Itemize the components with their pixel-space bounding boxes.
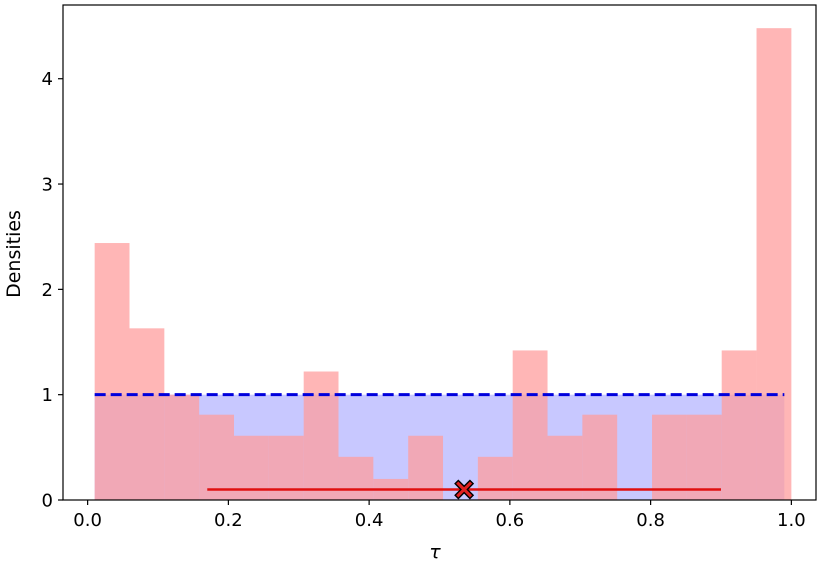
interval-layer	[207, 479, 721, 500]
histogram-bar	[129, 328, 165, 500]
x-axis-label: τ	[429, 541, 441, 563]
histogram-bar	[303, 371, 339, 500]
y-tick-label: 1	[42, 385, 53, 406]
x-tick-label: 0.0	[73, 510, 102, 531]
x-tick-label: 0.4	[355, 510, 384, 531]
y-tick-label: 3	[42, 175, 53, 196]
histogram-bar	[477, 456, 513, 500]
histogram-bar	[512, 350, 548, 500]
point-estimate-marker	[454, 479, 475, 500]
histogram-bar	[652, 414, 687, 500]
x-tick-label: 1.0	[777, 510, 806, 531]
y-axis-ticks: 0 1 2 3 4	[42, 69, 63, 512]
histogram-bar	[756, 28, 792, 500]
histogram-bar	[582, 414, 618, 500]
y-axis-label: Densities	[3, 210, 25, 298]
y-tick-label: 2	[42, 280, 53, 301]
histogram-bar	[199, 414, 235, 500]
histogram-bar	[721, 350, 757, 500]
x-axis-ticks: 0.0 0.2 0.4 0.6 0.8 1.0	[73, 500, 806, 531]
x-tick-label: 0.6	[496, 510, 525, 531]
x-tick-label: 0.8	[636, 510, 665, 531]
y-tick-label: 0	[42, 491, 53, 512]
y-tick-label: 4	[42, 69, 53, 90]
x-tick-label: 0.2	[214, 510, 243, 531]
plot-area-frame	[62, 4, 817, 501]
histogram-bar	[94, 243, 130, 500]
histogram-bar	[686, 414, 722, 500]
histogram-bar	[164, 394, 200, 500]
histogram-bar	[338, 456, 374, 500]
histogram-bars	[94, 28, 792, 500]
